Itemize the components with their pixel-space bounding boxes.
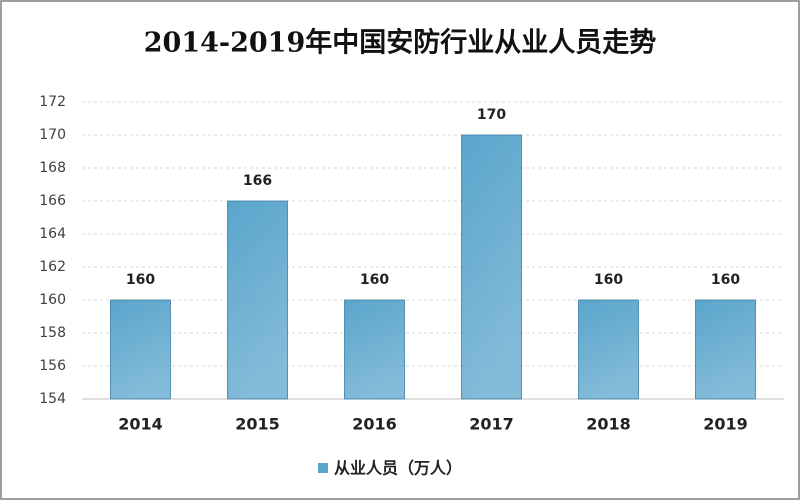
- y-tick-label: 164: [39, 226, 66, 242]
- y-tick-label: 168: [39, 160, 66, 176]
- bar: [344, 299, 405, 400]
- data-label: 166: [243, 173, 272, 189]
- x-tick-label: 2017: [469, 415, 514, 434]
- y-tick-label: 160: [39, 292, 66, 308]
- bar: [461, 134, 522, 400]
- data-label: 160: [711, 272, 740, 288]
- data-label: 170: [477, 107, 506, 123]
- x-tick-label: 2016: [352, 415, 397, 434]
- y-tick-label: 166: [39, 193, 66, 209]
- x-tick-label: 2019: [703, 415, 748, 434]
- bar: [227, 200, 288, 400]
- data-label: 160: [126, 272, 155, 288]
- y-tick-label: 158: [39, 325, 66, 341]
- bar: [578, 299, 639, 400]
- x-tick-label: 2014: [118, 415, 163, 434]
- y-tick-label: 154: [39, 391, 66, 407]
- legend-swatch: [318, 463, 328, 473]
- y-tick-label: 156: [39, 358, 66, 374]
- x-tick-label: 2018: [586, 415, 631, 434]
- bar: [110, 299, 171, 400]
- y-tick-label: 162: [39, 259, 66, 275]
- x-tick-label: 2015: [235, 415, 280, 434]
- y-tick-label: 170: [39, 127, 66, 143]
- data-label: 160: [360, 272, 389, 288]
- y-tick-label: 172: [39, 94, 66, 110]
- chart-title: 2014-2019年中国安防行业从业人员走势: [144, 27, 657, 59]
- legend-label: 从业人员（万人）: [334, 459, 462, 478]
- bar: [695, 299, 756, 400]
- data-label: 160: [594, 272, 623, 288]
